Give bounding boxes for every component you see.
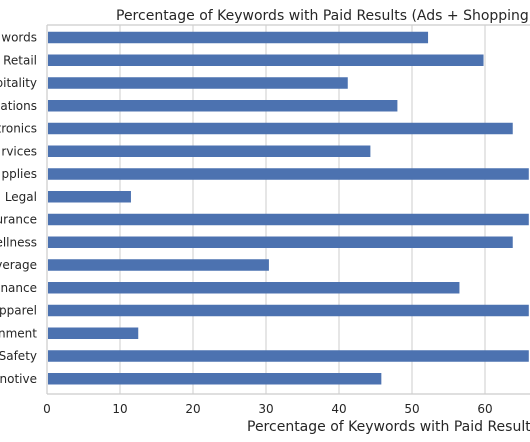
x-tick-labels: 0 10 20 30 40 50 60 <box>43 402 492 416</box>
bar <box>48 77 348 89</box>
y-tick-label: nance <box>0 281 37 295</box>
bar <box>48 350 529 362</box>
y-tick-label: pplies <box>1 167 37 181</box>
y-tick-label: rvices <box>1 144 37 158</box>
bar <box>48 31 429 44</box>
y-tick-label: urance <box>0 213 37 227</box>
bar <box>48 54 484 66</box>
x-tick-label: 40 <box>331 402 346 416</box>
bar <box>48 145 371 157</box>
bar <box>48 122 513 135</box>
y-tick-label: words <box>1 31 37 45</box>
bar <box>48 282 460 294</box>
y-tick-label: tronics <box>0 122 37 136</box>
x-tick-label: 60 <box>477 402 492 416</box>
x-tick-label: 50 <box>404 402 419 416</box>
bar <box>48 304 529 317</box>
y-tick-label: Retail <box>3 53 37 67</box>
chart-title: Percentage of Keywords with Paid Results… <box>116 8 530 24</box>
y-tick-label: Legal <box>5 190 37 204</box>
y-tick-label: nment <box>0 326 37 340</box>
bars <box>48 31 529 385</box>
y-tick-label: pitality <box>0 76 37 90</box>
y-tick-label: pparel <box>0 304 37 318</box>
bar <box>48 373 382 385</box>
y-tick-label: notive <box>0 372 37 386</box>
bar <box>48 168 529 180</box>
bar <box>48 213 529 226</box>
bar <box>48 100 398 112</box>
x-tick-label: 0 <box>43 402 51 416</box>
bar <box>48 327 139 339</box>
x-tick-label: 10 <box>112 402 127 416</box>
y-tick-label: verage <box>0 258 37 272</box>
bar <box>48 236 513 248</box>
x-axis-label: Percentage of Keywords with Paid Results <box>247 419 530 435</box>
y-tick-labels: words Retail pitality ations tronics rvices pp… <box>0 31 37 386</box>
y-tick-label: Safety <box>0 349 37 363</box>
y-tick-label: ations <box>0 99 37 113</box>
x-tick-label: 20 <box>185 402 200 416</box>
bar <box>48 259 269 271</box>
x-tick-label: 30 <box>258 402 273 416</box>
bar <box>48 191 131 203</box>
